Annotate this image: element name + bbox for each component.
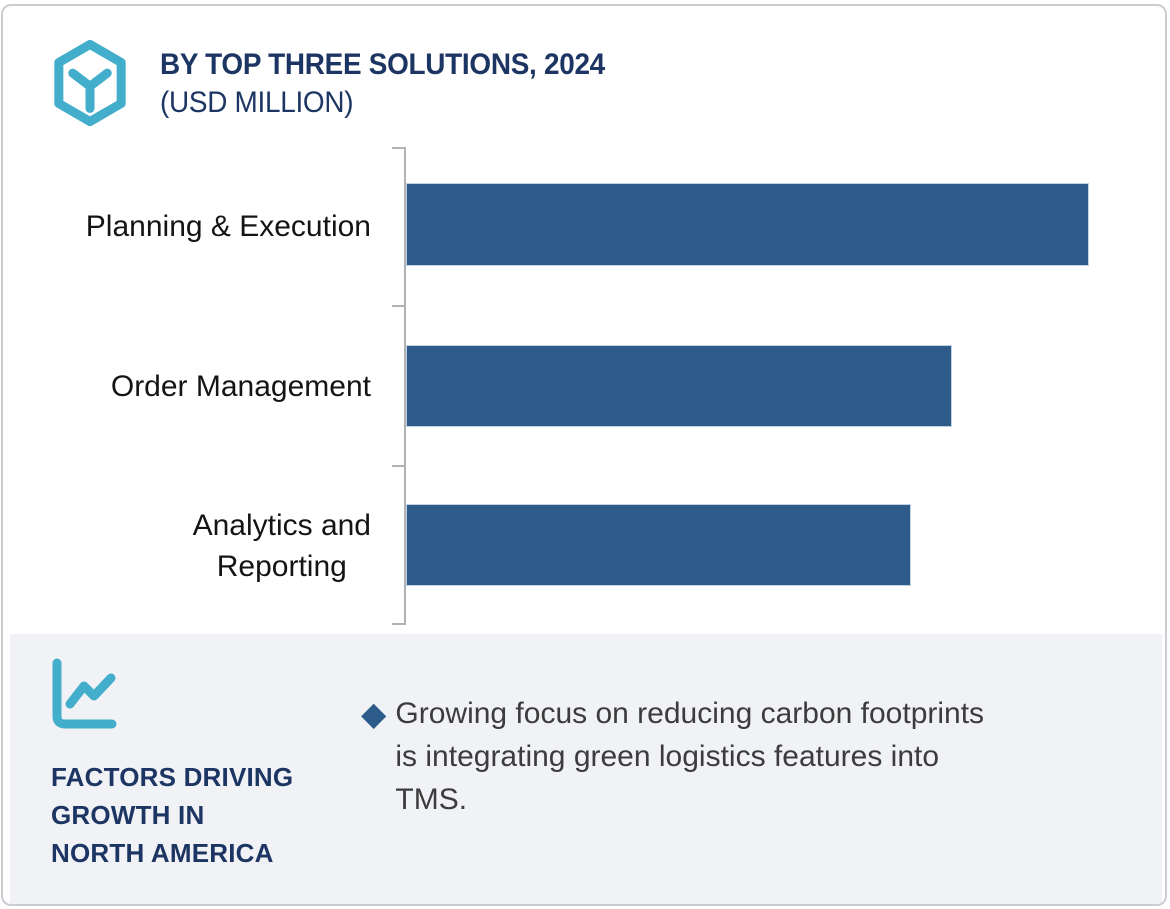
category-label-order-management: Order Management	[110, 369, 371, 403]
factors-panel	[10, 634, 1162, 904]
axis-tick	[392, 623, 405, 625]
factor-bullet-item: ◆ Growing focus on reducing carbon footp…	[361, 692, 984, 821]
hexagon-box-logo-icon	[54, 40, 126, 126]
bar-analytics-reporting	[406, 504, 911, 586]
factor-bullet-text: Growing focus on reducing carbon footpri…	[395, 697, 985, 816]
factors-heading: FACTORS DRIVING GROWTH IN NORTH AMERICA	[51, 762, 294, 868]
axis-tick	[392, 147, 405, 149]
category-label-planning-execution: Planning & Execution	[85, 210, 371, 243]
page-subtitle: (USD MILLION)	[160, 86, 354, 119]
category-label-analytics-reporting: Analytics and Reporting	[192, 508, 371, 583]
infographic-card: BY TOP THREE SOLUTIONS, 2024 (USD MILLIO…	[1, 4, 1167, 906]
category-axis-line	[404, 147, 406, 625]
page-title: BY TOP THREE SOLUTIONS, 2024	[160, 48, 605, 81]
chart-header: BY TOP THREE SOLUTIONS, 2024 (USD MILLIO…	[160, 46, 638, 122]
bar-order-management	[406, 345, 952, 427]
axis-tick	[392, 305, 405, 307]
diamond-bullet-icon: ◆	[361, 695, 387, 732]
line-chart-icon	[52, 658, 117, 729]
axis-tick	[392, 465, 405, 467]
bar-planning-execution	[406, 183, 1089, 266]
